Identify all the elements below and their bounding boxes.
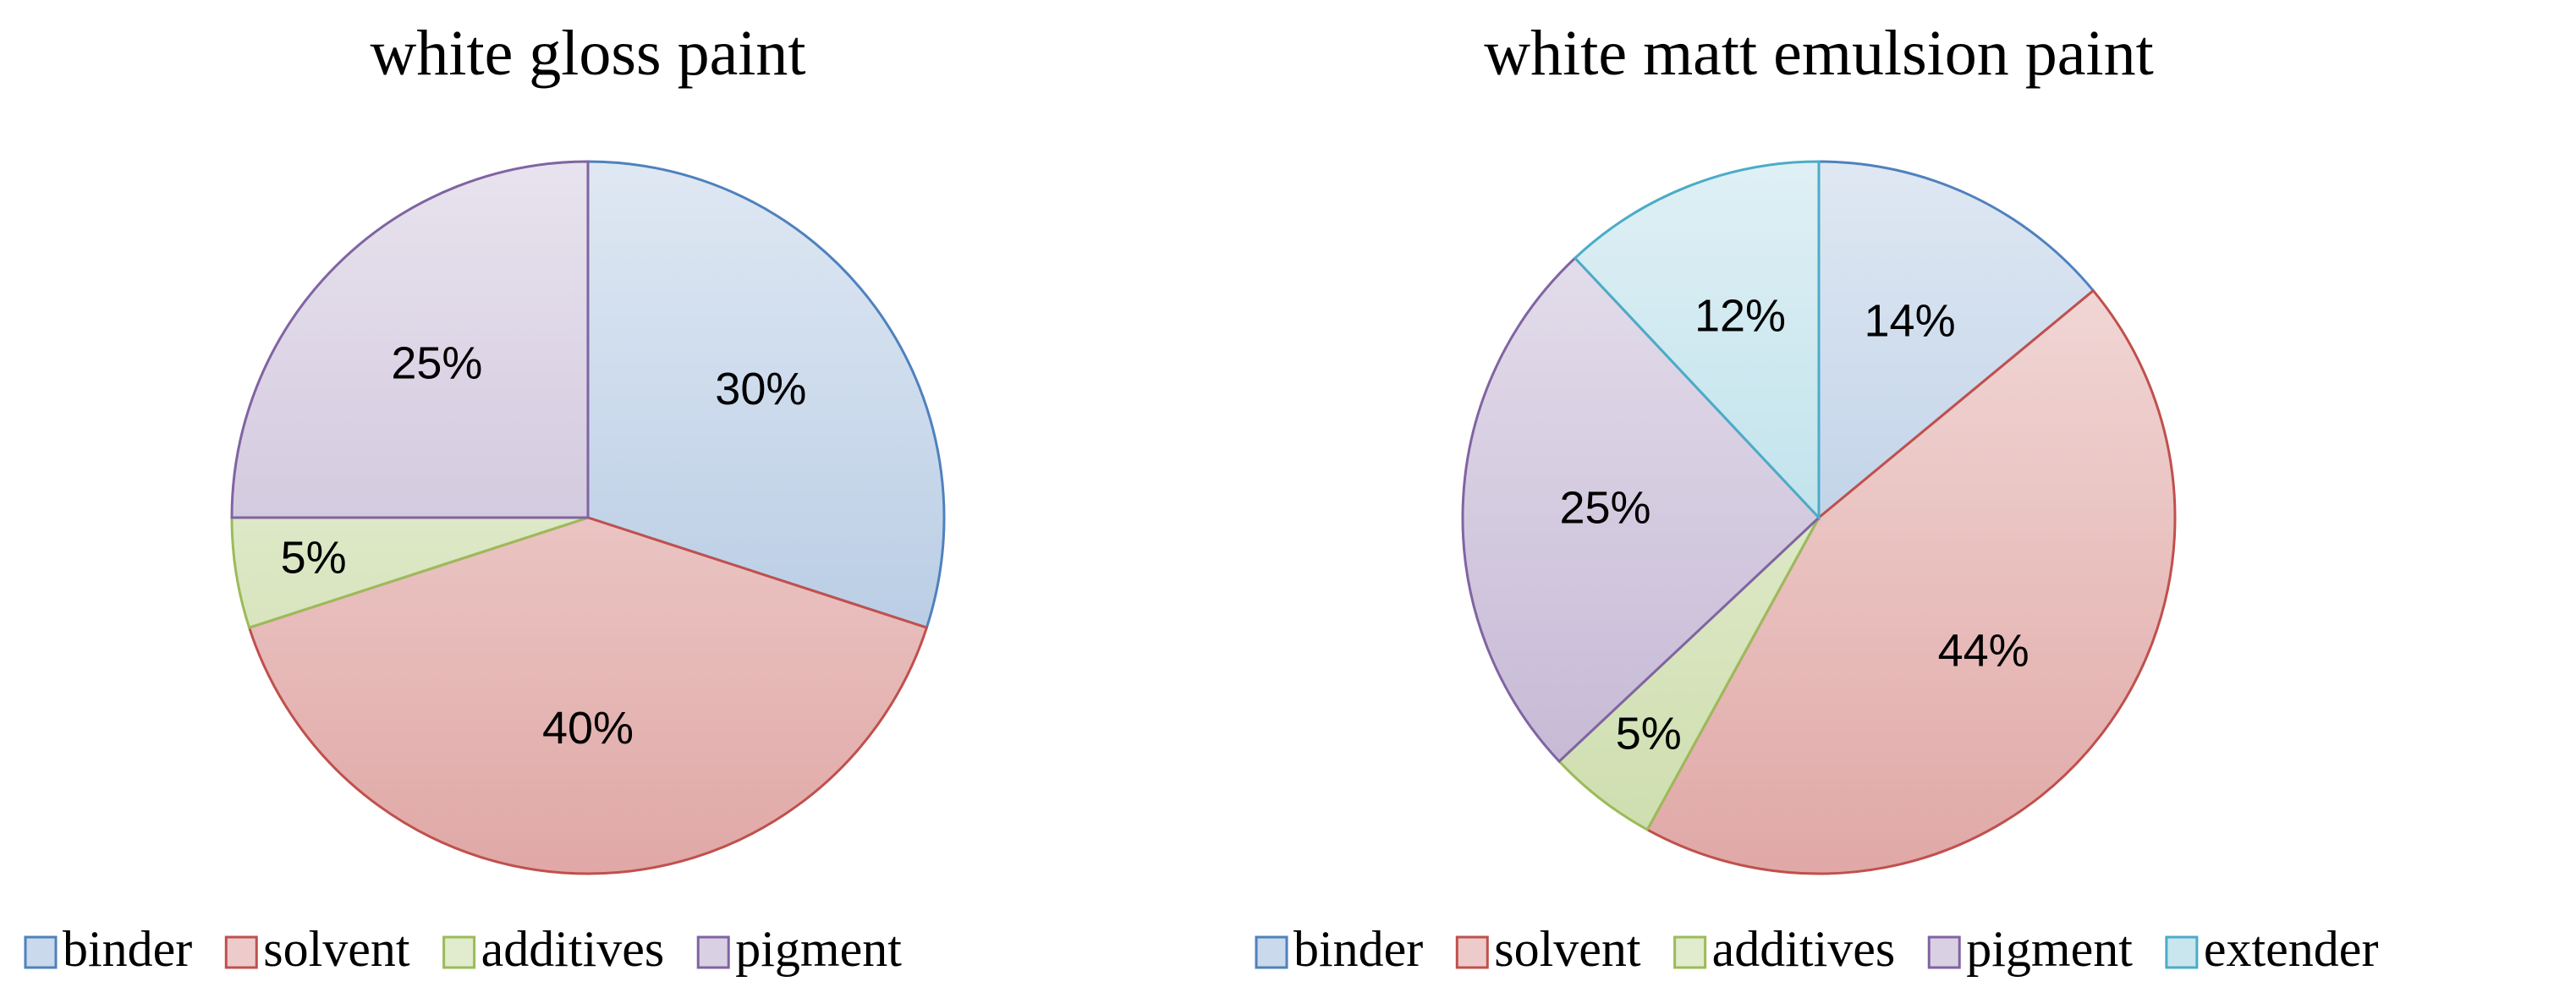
legend-swatch [2165, 935, 2199, 969]
legend-label: binder [63, 921, 192, 977]
pie-slice [1645, 288, 2177, 875]
pie-slice [230, 160, 590, 519]
slice-label: 5% [281, 533, 347, 584]
legend-label: solvent [263, 921, 410, 977]
chart-title: white gloss paint [370, 18, 805, 89]
slice-label: 44% [1938, 625, 2029, 676]
legend-label: binder [1293, 921, 1423, 977]
legend-label: pigment [735, 921, 902, 977]
pie-slice [247, 516, 929, 875]
legend-swatch [1255, 935, 1288, 969]
chart-title: white matt emulsion paint [1484, 18, 2154, 89]
legend-label: extender [2204, 921, 2379, 977]
slice-label: 30% [715, 364, 806, 414]
legend-label: additives [481, 921, 665, 977]
legend-label: additives [1712, 921, 1896, 977]
pie-slice [1461, 255, 1821, 764]
pie-slice [586, 160, 946, 629]
slice-label: 25% [1559, 482, 1651, 533]
slice-label: 5% [1616, 709, 1682, 759]
slice-label: 40% [542, 703, 634, 754]
legend-swatch [24, 935, 58, 969]
legend-swatch [696, 935, 730, 969]
pie-slice [1573, 160, 1821, 521]
legend-swatch [1455, 935, 1489, 969]
slice-label: 25% [391, 338, 482, 389]
legend-swatch [442, 935, 476, 969]
slice-label: 12% [1694, 290, 1786, 341]
legend-swatch [1673, 935, 1707, 969]
legend-swatch [224, 935, 258, 969]
legend-label: solvent [1494, 921, 1641, 977]
legend-label: pigment [1966, 921, 2133, 977]
legend-swatch [1927, 935, 1961, 969]
slice-label: 14% [1865, 296, 1956, 347]
pie-slice [1817, 160, 2095, 521]
